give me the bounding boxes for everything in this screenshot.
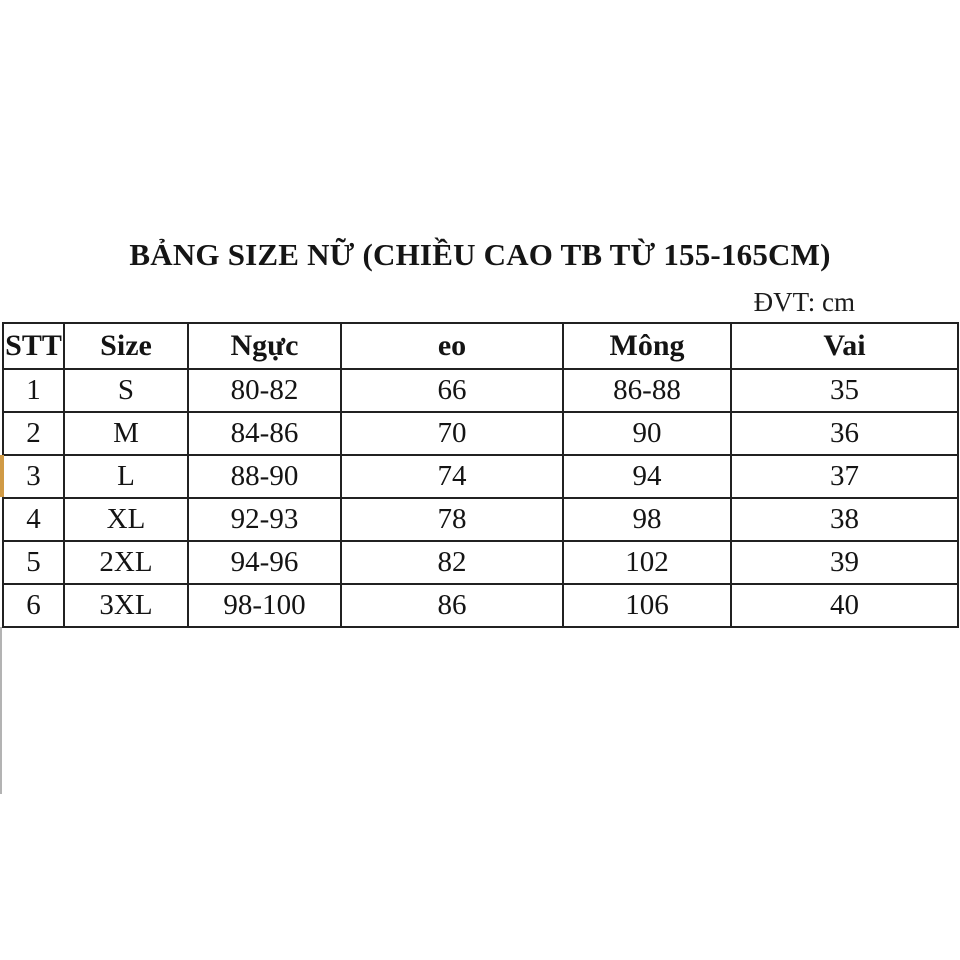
cell-nguc: 80-82 [187, 368, 342, 413]
cell-stt: 1 [2, 368, 65, 413]
column-header-eo: eo [340, 322, 564, 370]
unit-note: ĐVT: cm [753, 287, 855, 317]
column-header-mong: Mông [562, 322, 732, 370]
cell-size: 3XL [63, 583, 189, 628]
column-header-nguc: Ngực [187, 322, 342, 370]
row3-accent-strip [0, 455, 4, 497]
cell-mong: 98 [562, 497, 732, 542]
cell-nguc: 84-86 [187, 411, 342, 456]
cell-vai: 37 [730, 454, 959, 499]
size-chart-table: STT Size Ngực eo Mông Vai 1 S 80-82 66 8… [2, 322, 959, 628]
cell-stt: 5 [2, 540, 65, 585]
table-row: 2 M 84-86 70 90 36 [2, 411, 959, 456]
cell-vai: 39 [730, 540, 959, 585]
cell-size: XL [63, 497, 189, 542]
cell-mong: 86-88 [562, 368, 732, 413]
cell-stt: 2 [2, 411, 65, 456]
table-row: 4 XL 92-93 78 98 38 [2, 497, 959, 542]
cell-eo: 78 [340, 497, 564, 542]
cell-mong: 90 [562, 411, 732, 456]
cell-vai: 40 [730, 583, 959, 628]
cell-size: S [63, 368, 189, 413]
cell-nguc: 88-90 [187, 454, 342, 499]
table-row: 3 L 88-90 74 94 37 [2, 454, 959, 499]
cell-size: L [63, 454, 189, 499]
cell-eo: 66 [340, 368, 564, 413]
cell-stt: 4 [2, 497, 65, 542]
cell-eo: 86 [340, 583, 564, 628]
table-row: 6 3XL 98-100 86 106 40 [2, 583, 959, 628]
cell-nguc: 94-96 [187, 540, 342, 585]
cell-stt: 3 [2, 454, 65, 499]
header-row: STT Size Ngực eo Mông Vai [2, 322, 959, 370]
page-title: BẢNG SIZE NỮ (CHIỀU CAO TB TỪ 155-165CM) [129, 237, 831, 272]
left-edge-faint-line [0, 627, 2, 794]
cell-stt: 6 [2, 583, 65, 628]
column-header-size: Size [63, 322, 189, 370]
cell-nguc: 92-93 [187, 497, 342, 542]
cell-mong: 106 [562, 583, 732, 628]
column-header-vai: Vai [730, 322, 959, 370]
cell-vai: 35 [730, 368, 959, 413]
cell-mong: 94 [562, 454, 732, 499]
cell-mong: 102 [562, 540, 732, 585]
cell-eo: 70 [340, 411, 564, 456]
cell-vai: 36 [730, 411, 959, 456]
column-header-stt: STT [2, 322, 65, 370]
cell-eo: 74 [340, 454, 564, 499]
cell-size: 2XL [63, 540, 189, 585]
cell-size: M [63, 411, 189, 456]
table-row: 5 2XL 94-96 82 102 39 [2, 540, 959, 585]
table-row: 1 S 80-82 66 86-88 35 [2, 368, 959, 413]
cell-eo: 82 [340, 540, 564, 585]
cell-vai: 38 [730, 497, 959, 542]
cell-nguc: 98-100 [187, 583, 342, 628]
